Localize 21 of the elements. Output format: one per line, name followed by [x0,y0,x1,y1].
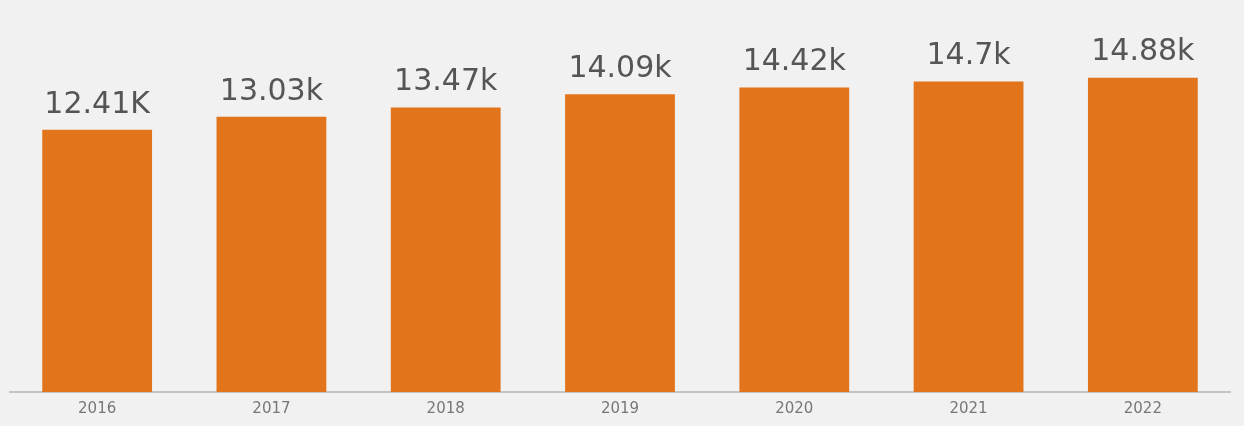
bar [1087,77,1198,392]
bar [216,116,327,392]
x-tick-label: 2020 [775,398,814,417]
bar [913,81,1024,392]
data-label: 13.03k [219,71,324,107]
x-tick-label: 2017 [252,398,291,417]
data-label: 13.47k [394,62,498,98]
x-tick-label: 2022 [1123,398,1162,417]
data-label: 12.41K [44,84,152,120]
bar [739,87,850,392]
x-tick-label: 2021 [949,398,988,417]
x-tick-label: 2018 [426,398,465,417]
data-label: 14.09k [568,49,673,85]
x-tick-label: 2016 [78,398,117,417]
bar [42,129,153,392]
x-tick-label: 2019 [600,398,640,417]
data-label: 14.88k [1091,32,1196,68]
data-label: 14.7k [926,36,1012,72]
bar [565,94,675,392]
data-label: 14.42k [742,42,847,78]
bar [390,107,501,392]
